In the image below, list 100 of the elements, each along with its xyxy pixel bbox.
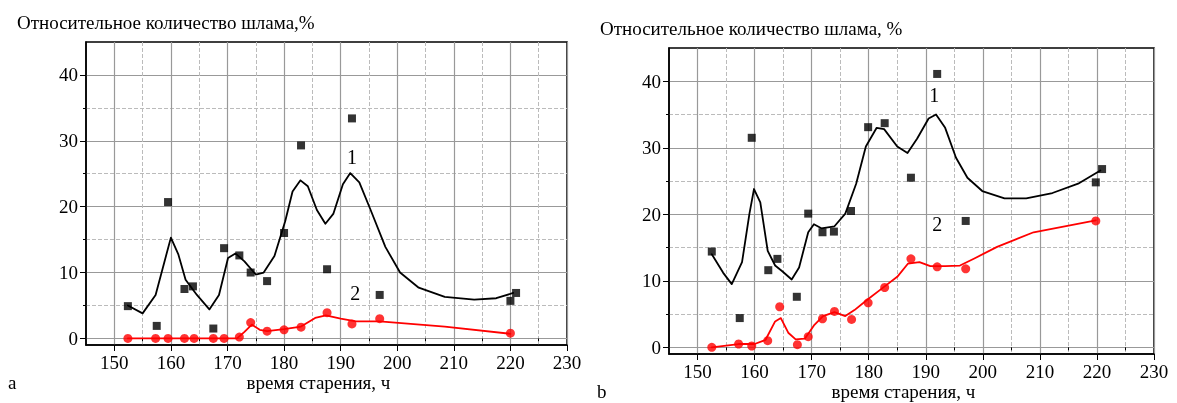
x-tick-label: 220 <box>496 352 525 373</box>
point <box>847 206 856 215</box>
x-tick-label: 230 <box>1139 361 1169 382</box>
point <box>279 325 289 335</box>
x-tick-label: 220 <box>1082 361 1112 382</box>
point <box>188 282 197 291</box>
chart-title: Относительное количество шлама,% <box>17 12 315 33</box>
point <box>189 333 199 343</box>
y-tick-label: 40 <box>642 70 661 92</box>
x-tick-label: 180 <box>854 361 883 382</box>
point <box>179 333 189 343</box>
point <box>933 69 942 78</box>
y-tick-label: 0 <box>68 327 78 349</box>
point <box>818 314 827 324</box>
point <box>1091 178 1100 187</box>
point <box>234 332 244 342</box>
y-tick-label: 10 <box>59 262 78 284</box>
point <box>763 336 773 346</box>
point <box>208 333 218 343</box>
point <box>505 328 515 338</box>
point <box>235 251 244 260</box>
point <box>764 266 773 275</box>
annotation: 1 <box>929 83 940 106</box>
point <box>707 342 717 352</box>
point <box>932 262 942 272</box>
y-tick-label: 10 <box>642 270 661 292</box>
point <box>1091 216 1101 226</box>
point <box>151 333 161 343</box>
point <box>961 216 970 225</box>
point <box>829 306 839 316</box>
point <box>847 314 857 324</box>
point <box>180 285 189 294</box>
point <box>262 326 272 336</box>
text: a <box>8 372 17 393</box>
annotation: 2 <box>932 213 943 236</box>
point <box>123 333 133 343</box>
point <box>263 277 272 286</box>
point <box>209 324 218 333</box>
y-tick-label: 30 <box>59 130 78 152</box>
x-tick-label: 210 <box>1025 361 1055 382</box>
point <box>735 314 744 323</box>
x-tick-label: 150 <box>683 361 712 382</box>
x-tick-label: 210 <box>439 352 469 373</box>
point <box>863 298 873 308</box>
point <box>1098 165 1107 174</box>
y-tick-label: 20 <box>59 196 78 218</box>
text: b <box>597 381 607 402</box>
point <box>773 254 782 263</box>
point <box>775 302 785 312</box>
point <box>803 332 813 342</box>
annotation: 2 <box>350 282 361 305</box>
point <box>347 319 357 329</box>
point <box>906 173 915 182</box>
point <box>747 341 757 351</box>
point <box>880 119 889 128</box>
x-tick-label: 200 <box>382 352 412 373</box>
point <box>246 318 256 328</box>
point <box>512 288 521 297</box>
chart-title: Относительное количество шлама, % <box>600 18 903 39</box>
x-tick-label: 190 <box>911 361 941 382</box>
point <box>323 265 332 274</box>
x-tick-label: 170 <box>213 352 242 373</box>
x-tick-label: 190 <box>326 352 355 373</box>
x-tick-label: 160 <box>740 361 769 382</box>
point <box>829 227 838 236</box>
point <box>707 247 716 256</box>
point <box>375 290 384 299</box>
point <box>220 244 229 253</box>
x-axis-title: время старения, ч <box>831 381 976 402</box>
point <box>375 314 385 324</box>
point <box>123 302 132 311</box>
point <box>906 254 916 264</box>
x-tick-label: 180 <box>269 352 299 373</box>
point <box>747 133 756 142</box>
annotation: 1 <box>346 146 357 169</box>
point <box>864 123 873 132</box>
point <box>164 198 173 207</box>
point <box>163 333 173 343</box>
point <box>734 339 744 349</box>
x-tick-label: 150 <box>100 352 129 373</box>
y-tick-label: 20 <box>642 203 661 225</box>
point <box>804 209 813 218</box>
y-tick-label: 0 <box>651 336 661 358</box>
point <box>219 333 229 343</box>
x-tick-label: 160 <box>156 352 186 373</box>
y-tick-label: 40 <box>59 64 78 86</box>
point <box>961 264 971 274</box>
point <box>246 268 255 277</box>
x-tick-label: 230 <box>552 352 582 373</box>
point <box>280 229 289 238</box>
y-tick-label: 30 <box>642 137 661 159</box>
point <box>792 340 802 350</box>
point <box>347 114 356 123</box>
point <box>506 296 515 305</box>
point <box>322 308 332 318</box>
point <box>818 228 827 237</box>
point <box>792 292 801 301</box>
x-axis-title: время старения, ч <box>246 372 391 393</box>
point <box>296 322 306 332</box>
point <box>880 282 890 292</box>
